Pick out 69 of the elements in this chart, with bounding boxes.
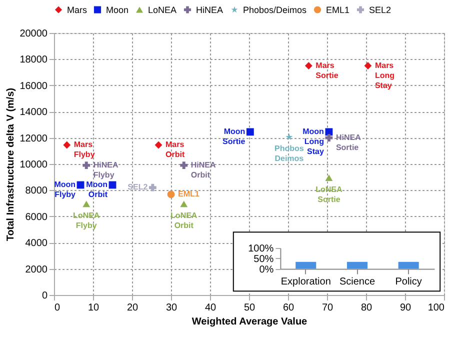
annotation: Moon Flyby bbox=[54, 180, 76, 199]
x-tick-label: 20 bbox=[126, 302, 138, 314]
point bbox=[154, 141, 162, 149]
legend-label: SEL2 bbox=[369, 4, 392, 15]
annotation: Moon Long Stay bbox=[302, 126, 324, 156]
x-tick-label: 0 bbox=[54, 302, 60, 314]
y-tick-label: 16000 bbox=[20, 80, 48, 92]
annotation: HiNEA Sortie bbox=[336, 132, 362, 152]
point bbox=[82, 162, 90, 170]
x-tick-label: 40 bbox=[204, 302, 216, 314]
y-tick-label: 2000 bbox=[25, 264, 48, 276]
x-tick-label: 10 bbox=[88, 302, 100, 314]
annotation: LoNEA Sortie bbox=[316, 184, 342, 204]
y-tick-label: 100% bbox=[248, 243, 274, 254]
annotation: Moon Sortie bbox=[222, 126, 246, 146]
legend-label: HiNEA bbox=[196, 4, 224, 15]
annotation: LoNEA Flyby bbox=[73, 210, 100, 230]
y-tick-label: 20000 bbox=[20, 28, 48, 40]
point bbox=[325, 128, 333, 136]
x-tick-label: 70 bbox=[322, 302, 334, 314]
annotation: HiNEA Flyby bbox=[93, 160, 118, 180]
point bbox=[63, 141, 71, 149]
y-tick-label: 18000 bbox=[20, 54, 48, 66]
point bbox=[180, 200, 188, 208]
point bbox=[82, 200, 90, 208]
annotation: Mars Long Stay bbox=[374, 60, 395, 90]
annotation: Moon Orbit bbox=[86, 180, 108, 199]
y-axis-title: Total Infrastructure delta V (m/s) bbox=[6, 88, 17, 242]
y-tick-label: 10000 bbox=[20, 160, 48, 170]
legend-label: LoNEA bbox=[148, 4, 177, 15]
point bbox=[325, 174, 333, 181]
y-tick-label: 50% bbox=[254, 254, 274, 265]
annotation: Mars Flyby bbox=[74, 140, 96, 160]
y-tick-label: 8000 bbox=[25, 186, 48, 197]
x-tick-label: Science bbox=[339, 276, 376, 288]
annotation: Phobos Deimos bbox=[274, 144, 304, 164]
annotation: SEL2 bbox=[128, 182, 148, 192]
x-tick-label: Exploration bbox=[280, 276, 331, 288]
point bbox=[304, 62, 312, 70]
legend-label: Mars bbox=[67, 4, 88, 15]
x-tick-label: 50 bbox=[244, 302, 256, 314]
point bbox=[167, 190, 175, 198]
point bbox=[148, 184, 156, 192]
x-axis-title: Weighted Average Value bbox=[192, 316, 308, 328]
annotation: HiNEA Orbit bbox=[190, 160, 216, 180]
point bbox=[246, 128, 254, 136]
y-tick-label: 0% bbox=[259, 264, 274, 276]
x-tick-label: 60 bbox=[282, 302, 294, 314]
x-tick-label: Policy bbox=[395, 276, 422, 288]
y-tick-label: 14000 bbox=[20, 107, 48, 118]
annotation: EML1 bbox=[178, 189, 200, 198]
x-tick-label: 80 bbox=[360, 302, 372, 314]
annotation: Mars Orbit bbox=[166, 140, 185, 160]
legend-label: Phobos/Deimos bbox=[243, 4, 308, 15]
annotation: Mars Sortie bbox=[316, 60, 339, 80]
annotation: LoNEA Orbit bbox=[170, 210, 198, 230]
point bbox=[325, 134, 333, 142]
y-tick-label: 6000 bbox=[25, 212, 48, 223]
x-tick-label: 30 bbox=[166, 302, 178, 314]
y-tick-label: 0 bbox=[42, 290, 48, 302]
legend-label: Moon bbox=[106, 4, 129, 15]
legend-label: EML1 bbox=[326, 4, 350, 15]
point bbox=[286, 133, 293, 140]
point bbox=[364, 62, 372, 70]
y-tick-label: 4000 bbox=[25, 238, 48, 250]
y-tick-label: 12000 bbox=[20, 133, 48, 144]
x-tick-label: 100 bbox=[428, 302, 445, 314]
x-tick-label: 90 bbox=[400, 302, 412, 314]
point bbox=[180, 162, 188, 170]
